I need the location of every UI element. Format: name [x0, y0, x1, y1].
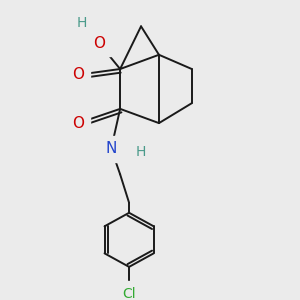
Text: O: O [72, 67, 84, 82]
Text: Cl: Cl [122, 287, 136, 300]
Text: O: O [72, 116, 84, 130]
Text: N: N [106, 141, 117, 156]
Text: O: O [93, 36, 105, 51]
Text: H: H [76, 16, 86, 31]
Text: H: H [136, 145, 146, 159]
